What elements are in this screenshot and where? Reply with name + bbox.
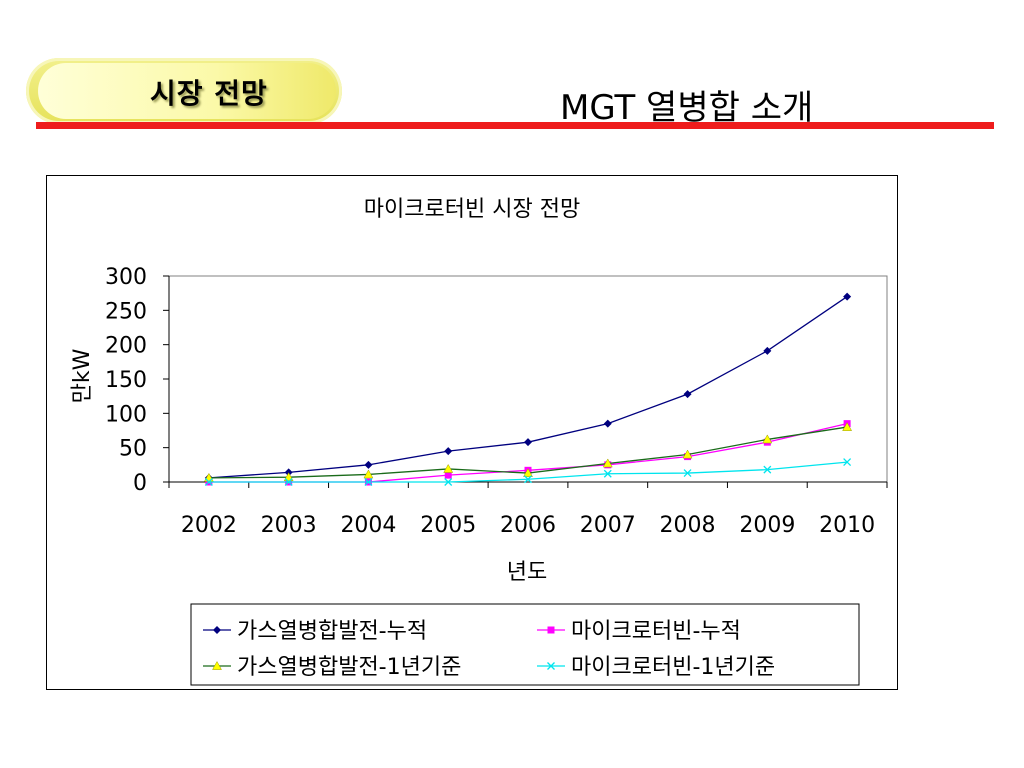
data-point — [843, 458, 852, 467]
data-point — [682, 449, 693, 459]
legend-box — [190, 603, 860, 686]
x-tick-label: 2007 — [580, 513, 636, 538]
data-point — [524, 475, 532, 484]
legend-label: 마이크로터빈-누적 — [571, 619, 741, 644]
x-axis-label: 년도 — [507, 560, 547, 585]
x-tick-label: 2005 — [420, 513, 476, 538]
legend-marker — [547, 626, 555, 634]
data-point — [444, 447, 453, 456]
title-underline — [36, 122, 994, 129]
legend-marker — [212, 660, 222, 670]
slide-title: MGT 열병합 소개 — [560, 88, 814, 128]
section-pill-highlight — [38, 63, 336, 119]
legend-marker — [547, 662, 555, 670]
section-label: 시장 전망 — [150, 77, 268, 110]
data-point — [763, 465, 772, 474]
y-tick-label: 50 — [119, 437, 147, 462]
x-tick-label: 2009 — [739, 513, 795, 538]
data-point — [444, 478, 453, 486]
x-tick-label: 2008 — [660, 513, 716, 538]
x-tick-label: 2003 — [261, 513, 317, 538]
y-axis-label: 만kW — [70, 348, 95, 403]
data-point — [603, 419, 612, 428]
chart-frame: 마이크로터빈 시장 전망 0 50 100 150 200 250 300 2002 2003 2… — [46, 175, 898, 690]
plot-area: 0 50 100 150 200 250 300 2002 2003 2004 2005 2006 20… — [105, 265, 888, 538]
legend-label: 마이크로터빈-1년기준 — [571, 655, 775, 680]
data-point — [603, 469, 612, 478]
y-tick-label: 300 — [105, 265, 147, 290]
data-point — [602, 458, 613, 468]
data-point — [364, 460, 373, 469]
data-point — [523, 468, 533, 477]
data-point — [363, 469, 374, 479]
data-point — [204, 478, 213, 486]
series-line-1 — [208, 296, 848, 479]
line-chart: 마이크로터빈 시장 전망 0 50 100 150 200 250 300 2002 2003 2… — [70, 197, 888, 686]
y-tick-label: 250 — [105, 299, 147, 324]
data-point — [364, 478, 373, 486]
data-point — [763, 346, 772, 355]
data-point — [843, 292, 852, 301]
data-point — [842, 422, 853, 431]
x-tick-label: 2002 — [181, 513, 237, 538]
x-tick-label: 2010 — [819, 513, 875, 538]
data-point — [283, 472, 294, 482]
y-tick-label: 200 — [105, 334, 147, 359]
x-tick-label: 2006 — [500, 513, 556, 538]
x-tick-label: 2004 — [340, 513, 396, 538]
data-point — [762, 434, 773, 444]
data-point — [444, 471, 452, 479]
legend-marker — [213, 626, 221, 634]
data-point — [524, 438, 532, 447]
y-tick-label: 100 — [105, 402, 147, 427]
data-point — [284, 478, 293, 486]
data-point — [443, 463, 454, 473]
plot-border — [168, 275, 888, 483]
data-point — [683, 390, 692, 399]
legend-label: 가스열병합발전-1년기준 — [237, 655, 461, 680]
y-tick-label: 0 — [133, 471, 147, 496]
legend-label: 가스열병합발전-누적 — [237, 619, 427, 644]
data-point — [683, 469, 692, 478]
chart-title: 마이크로터빈 시장 전망 — [364, 197, 580, 222]
y-tick-label: 150 — [105, 368, 147, 393]
